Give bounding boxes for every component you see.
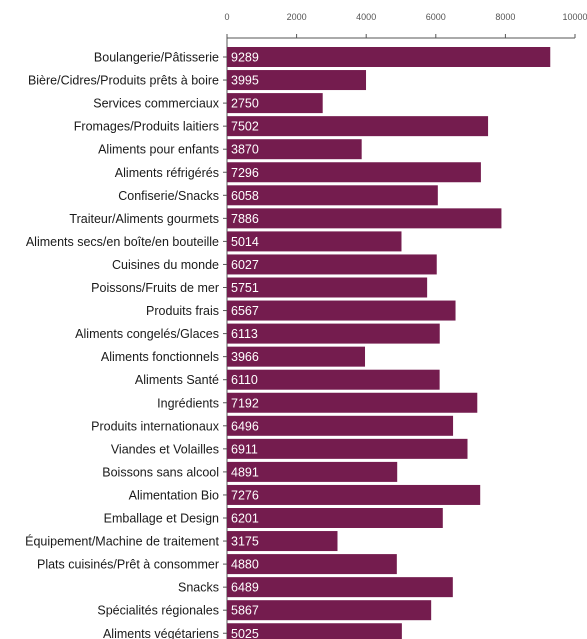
bar [227, 139, 362, 160]
value-label: 6489 [231, 581, 259, 595]
bar [227, 508, 443, 528]
category-label: Produits frais [146, 304, 219, 318]
category-label: Ingrédients [157, 396, 219, 410]
value-label: 9289 [231, 51, 259, 65]
value-label: 6567 [231, 304, 259, 318]
value-label: 6911 [231, 442, 258, 456]
bar [227, 300, 456, 321]
value-label: 3175 [231, 535, 259, 549]
bar [227, 577, 453, 598]
bar [227, 346, 366, 367]
value-label: 7192 [231, 396, 259, 410]
bar [227, 415, 454, 436]
category-label: Boissons sans alcool [102, 465, 219, 479]
category-label: Emballage et Design [104, 512, 219, 526]
value-label: 5025 [231, 627, 259, 639]
category-label: Services commerciaux [93, 97, 219, 111]
category-label: Aliments secs/en boîte/en bouteille [26, 235, 219, 249]
value-label: 3966 [231, 350, 259, 364]
category-label: Confiserie/Snacks [118, 189, 219, 203]
bar [227, 461, 398, 482]
category-label: Aliments congelés/Glaces [75, 327, 219, 341]
bar [227, 47, 551, 67]
category-label: Cuisines du monde [112, 258, 219, 272]
category-label: Aliments réfrigérés [115, 166, 219, 180]
category-label: Équipement/Machine de traitement [25, 534, 219, 549]
category-label: Boulangerie/Pâtisserie [94, 51, 219, 65]
bar [227, 208, 502, 229]
category-label: Aliments végétariens [103, 627, 219, 639]
value-label: 3870 [231, 143, 259, 157]
bar [227, 70, 367, 91]
x-tick-label: 6000 [426, 12, 446, 22]
category-label: Poissons/Fruits de mer [91, 281, 219, 295]
x-tick-label: 2000 [287, 12, 307, 22]
value-label: 4891 [231, 465, 259, 479]
category-label: Traiteur/Aliments gourmets [69, 212, 219, 226]
category-label: Bière/Cidres/Produits prêts à boire [28, 74, 219, 88]
value-label: 4880 [231, 558, 259, 572]
value-label: 5867 [231, 604, 259, 618]
bar [227, 277, 428, 298]
value-label: 3995 [231, 74, 259, 88]
value-label: 6201 [231, 512, 259, 526]
bar [227, 369, 440, 390]
value-label: 6027 [231, 258, 259, 272]
value-label: 6113 [231, 327, 258, 341]
bar [227, 600, 432, 621]
category-labels: Boulangerie/Pâtisserie Bière/Cidres/Produ… [25, 51, 220, 639]
category-label: Alimentation Bio [129, 488, 219, 502]
value-label: 6496 [231, 419, 259, 433]
value-label: 5014 [231, 235, 259, 249]
bar [227, 185, 438, 206]
category-label: Aliments fonctionnels [101, 350, 219, 364]
x-tick-label: 4000 [356, 12, 376, 22]
category-label: Viandes et Volailles [111, 442, 219, 456]
value-label: 2750 [231, 97, 259, 111]
category-label: Snacks [178, 581, 219, 595]
bars: 9289 3995 2750 7502 3870 7296 6058 7886 5014 6027… [227, 47, 551, 639]
bar [227, 116, 489, 137]
category-label: Aliments pour enfants [98, 143, 219, 157]
bar [227, 93, 323, 114]
bar [227, 392, 478, 413]
value-label: 7296 [231, 166, 259, 180]
x-tick-label: 10000 [562, 12, 587, 22]
bar [227, 162, 481, 183]
bar [227, 623, 402, 639]
bar [227, 323, 440, 344]
bar [227, 554, 397, 575]
value-label: 7502 [231, 120, 259, 134]
x-tick-label: 0 [224, 12, 229, 22]
x-tick-label: 8000 [495, 12, 515, 22]
category-label: Aliments Santé [135, 373, 219, 387]
value-label: 7886 [231, 212, 259, 226]
value-label: 5751 [231, 281, 259, 295]
bar [227, 231, 402, 252]
category-label: Fromages/Produits laitiers [74, 120, 219, 134]
bar [227, 531, 338, 552]
value-label: 6110 [231, 373, 258, 387]
category-label: Spécialités régionales [97, 604, 219, 618]
value-label: 6058 [231, 189, 259, 203]
bar [227, 254, 437, 275]
bar [227, 484, 481, 505]
bar [227, 438, 468, 459]
value-label: 7276 [231, 488, 259, 502]
category-label: Plats cuisinés/Prêt à consommer [37, 558, 219, 572]
category-label: Produits internationaux [91, 419, 220, 433]
